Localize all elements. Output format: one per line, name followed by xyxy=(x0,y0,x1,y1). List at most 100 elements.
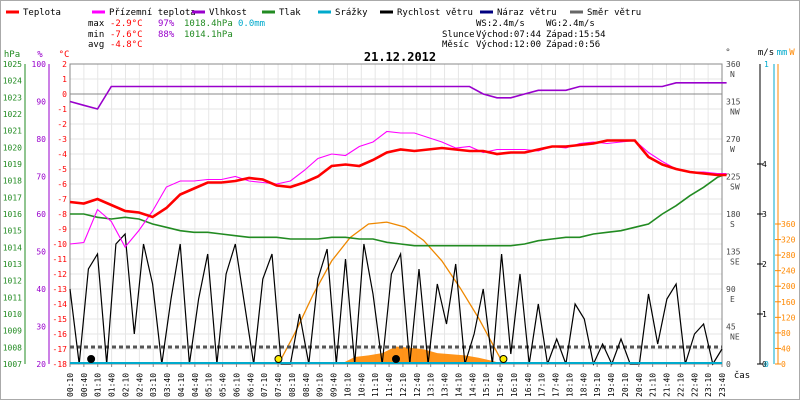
pct-tick: 40 xyxy=(36,285,46,294)
astro-block: WS:2.4m/s WG:2.4m/s Slunce Východ:07:44 … xyxy=(442,19,606,50)
deg-tick: -15 xyxy=(53,315,68,324)
deg-tick: -10 xyxy=(53,240,68,249)
x-tick-label: 14:40 xyxy=(468,373,477,397)
ground-temperature-line xyxy=(69,130,727,248)
x-tick-label: 20:10 xyxy=(621,373,630,397)
x-tick-label: 01:10 xyxy=(94,373,103,397)
hpa-tick: 1018 xyxy=(3,177,22,186)
sun-label: Slunce xyxy=(442,30,475,40)
deg-tick: -17 xyxy=(53,345,68,354)
hpa-tick: 1015 xyxy=(3,227,22,236)
w-tick: 320 xyxy=(781,236,796,245)
dir-tick: 360 xyxy=(726,60,741,69)
ms-axis-label: m/s xyxy=(758,48,774,58)
deg-tick: -4 xyxy=(57,150,67,159)
mm-tick: 0 xyxy=(764,360,769,369)
pct-tick: 60 xyxy=(36,210,46,219)
stats-min-press: 1014.1hPa xyxy=(184,30,233,40)
legend-label-6: Náraz větru xyxy=(497,8,557,18)
mm-tick: 1 xyxy=(764,60,769,69)
x-tick-label: 16:40 xyxy=(524,373,533,397)
dir-tick: 225 xyxy=(726,173,741,182)
dir-name: NW xyxy=(730,108,740,117)
hpa-tick: 1016 xyxy=(3,210,22,219)
w-tick: 200 xyxy=(781,282,796,291)
stats-avg-label: avg xyxy=(88,40,104,50)
deg-tick: -14 xyxy=(53,300,68,309)
x-tick-label: 23:10 xyxy=(704,373,713,397)
x-tick-label: 13:40 xyxy=(441,373,450,397)
hpa-tick: 1020 xyxy=(3,143,22,152)
x-tick-label: 09:40 xyxy=(330,373,339,397)
hpa-tick: 1010 xyxy=(3,310,22,319)
x-tick-label: 03:10 xyxy=(149,373,158,397)
x-tick-label: 04:40 xyxy=(191,373,200,397)
x-tick-label: 08:10 xyxy=(288,373,297,397)
ms-tick: 2 xyxy=(762,260,767,269)
humidity-line xyxy=(69,82,727,110)
ms-tick: 1 xyxy=(762,310,767,319)
x-tick-label: 08:40 xyxy=(302,373,311,397)
temperature-line xyxy=(69,139,727,219)
ms-tick: 4 xyxy=(762,160,767,169)
w-tick: 360 xyxy=(781,220,796,229)
w-tick: 0 xyxy=(781,360,786,369)
deg-tick: 2 xyxy=(62,60,67,69)
pct-tick: 20 xyxy=(36,360,46,369)
deg-tick: -12 xyxy=(53,270,68,279)
x-tick-label: 18:10 xyxy=(565,373,574,397)
moonrise-marker xyxy=(392,355,400,363)
dir-tick: 90 xyxy=(726,285,736,294)
x-tick-label: 15:10 xyxy=(482,373,491,397)
x-tick-label: 11:10 xyxy=(371,373,380,397)
x-tick-label: 06:40 xyxy=(246,373,255,397)
x-tick-label: 05:10 xyxy=(205,373,214,397)
x-tick-label: 00:10 xyxy=(66,373,75,397)
deg-tick: -1 xyxy=(57,105,67,114)
dir-tick: 135 xyxy=(726,248,741,257)
pct-tick: 30 xyxy=(36,323,46,332)
dir-name: NE xyxy=(730,333,740,342)
hpa-tick: 1025 xyxy=(3,60,22,69)
deg-tick: -6 xyxy=(57,180,67,189)
w-tick: 240 xyxy=(781,267,796,276)
x-tick-label: 09:10 xyxy=(316,373,325,397)
hpa-tick: 1008 xyxy=(3,343,22,352)
x-tick-label: 22:10 xyxy=(676,373,685,397)
legend: Teplota Přízemní teplota Vlhkost Tlak Srážky… xyxy=(6,8,641,18)
x-tick-label: 03:40 xyxy=(163,373,172,397)
hpa-tick: 1011 xyxy=(3,293,22,302)
legend-label-4: Srážky xyxy=(335,8,368,18)
hpa-tick: 1013 xyxy=(3,260,22,269)
pct-tick: 50 xyxy=(36,248,46,257)
deg-tick: -18 xyxy=(53,360,68,369)
x-tick-label: 19:40 xyxy=(607,373,616,397)
dir-name: SW xyxy=(730,183,740,192)
dir-name: N xyxy=(730,70,735,79)
wind-speed-line xyxy=(69,232,723,366)
legend-label-5: Rychlost větru xyxy=(397,8,473,18)
mm-axis-label: mm xyxy=(777,48,788,58)
ms-tick: 3 xyxy=(762,210,767,219)
x-tick-label: 07:10 xyxy=(260,373,269,397)
wind-gust-text: WG:2.4m/s xyxy=(546,19,595,29)
dir-name: SE xyxy=(730,258,740,267)
w-tick: 160 xyxy=(781,298,796,307)
deg-tick: 0 xyxy=(62,90,67,99)
hpa-tick: 1007 xyxy=(3,360,22,369)
hpa-tick: 1009 xyxy=(3,327,22,336)
x-tick-label: 22:40 xyxy=(690,373,699,397)
hpa-tick: 1019 xyxy=(3,160,22,169)
w-tick: 40 xyxy=(781,344,791,353)
x-tick-label: 02:10 xyxy=(121,373,130,397)
pressure-line xyxy=(70,173,727,247)
pct-tick: 80 xyxy=(36,135,46,144)
hpa-axis-label: hPa xyxy=(4,50,20,60)
dir-tick: 270 xyxy=(726,135,741,144)
stats-max-temp: -2.9°C xyxy=(110,19,143,29)
pct-tick: 100 xyxy=(32,60,47,69)
stats-max-label: max xyxy=(88,19,105,29)
hpa-tick: 1012 xyxy=(3,277,22,286)
